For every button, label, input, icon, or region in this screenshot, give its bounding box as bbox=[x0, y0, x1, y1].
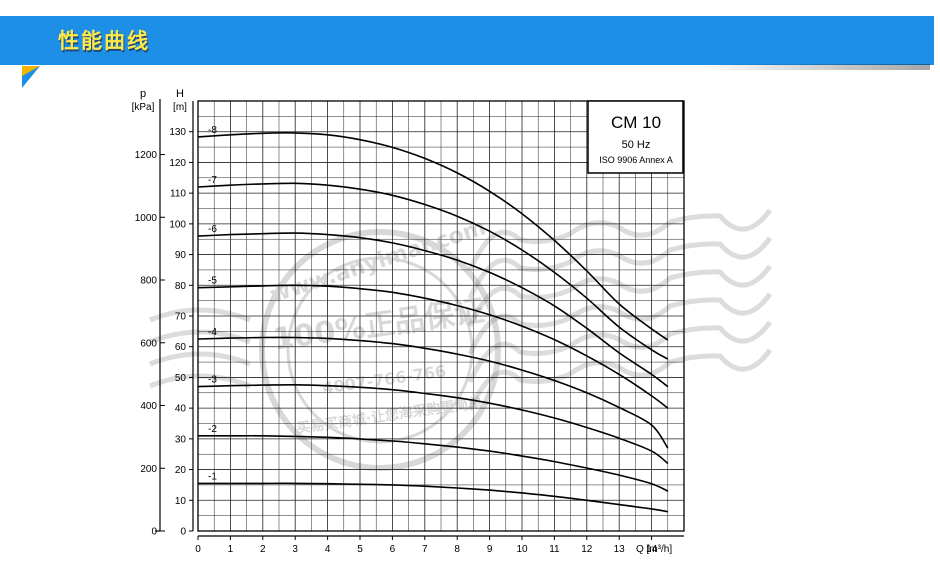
chart-tick-labels: 0 1 2 3 4 5 6 7 8 9 10 11 12 13 1401020304050607080901… bbox=[132, 88, 673, 555]
curve-stage-7 bbox=[197, 182, 669, 360]
watermark-wave bbox=[149, 373, 251, 389]
p-tick-label: 600 bbox=[140, 338, 157, 349]
h-tick-label: 50 bbox=[175, 373, 187, 384]
h-axis-unit: [m] bbox=[173, 102, 187, 113]
watermark-wave bbox=[149, 329, 251, 345]
watermark-inner-ring bbox=[286, 256, 474, 444]
watermark-slogan-text: 买易买商城·让您海采购更简单 bbox=[295, 394, 483, 437]
x-tick-label: 0 bbox=[195, 544, 201, 555]
curve-label: -8 bbox=[208, 125, 217, 136]
chart-legend-box: CM 10 50 Hz ISO 9906 Annex A bbox=[587, 100, 684, 174]
h-tick-label: 60 bbox=[175, 342, 187, 353]
h-tick-label: 20 bbox=[175, 465, 187, 476]
p-tick-label: 200 bbox=[140, 464, 157, 475]
x-tick-label: 9 bbox=[487, 544, 493, 555]
curve-label: -6 bbox=[208, 224, 217, 235]
x-tick-label: 4 bbox=[325, 544, 331, 555]
h-tick-label: 10 bbox=[175, 496, 187, 507]
curve-label: -7 bbox=[208, 175, 217, 186]
curve-stage-6 bbox=[197, 232, 669, 388]
curve-label: -5 bbox=[208, 276, 217, 287]
watermark-wave bbox=[467, 320, 773, 384]
h-tick-label: 120 bbox=[169, 158, 186, 169]
watermark-wave bbox=[467, 264, 773, 328]
watermark-wave bbox=[467, 348, 773, 412]
curve-label: -1 bbox=[208, 471, 217, 482]
h-axis-label: H bbox=[176, 88, 184, 100]
watermark-center-text: 100%正品保证 bbox=[271, 293, 486, 357]
legend-frequency: 50 Hz bbox=[622, 139, 651, 151]
x-tick-label: 7 bbox=[422, 544, 428, 555]
watermark-wave bbox=[467, 208, 773, 272]
x-tick-label: 11 bbox=[549, 544, 560, 555]
p-tick-label: 800 bbox=[140, 276, 157, 287]
x-tick-label: 3 bbox=[292, 544, 298, 555]
legend-model: CM 10 bbox=[611, 113, 661, 132]
x-tick-label: 14 bbox=[646, 544, 658, 555]
watermark-wave bbox=[149, 307, 251, 323]
x-tick-label: 12 bbox=[581, 544, 593, 555]
watermark-wave bbox=[467, 236, 773, 300]
h-tick-label: 40 bbox=[175, 404, 187, 415]
p-tick-label: 1000 bbox=[135, 213, 158, 224]
x-tick-label: 13 bbox=[614, 544, 626, 555]
curve-stage-2 bbox=[198, 434, 669, 492]
watermark-wave-lines bbox=[149, 208, 773, 412]
legend-standard: ISO 9906 Annex A bbox=[599, 155, 673, 165]
watermark-outer-ring bbox=[259, 229, 501, 471]
section-banner: 性能曲线 bbox=[0, 16, 934, 65]
h-tick-label: 30 bbox=[175, 434, 187, 445]
h-tick-label: 0 bbox=[180, 527, 186, 538]
x-tick-label: 2 bbox=[260, 544, 266, 555]
p-tick-label: 1200 bbox=[135, 150, 158, 161]
curve-stage-1 bbox=[198, 482, 668, 513]
x-tick-label: 6 bbox=[390, 544, 396, 555]
watermark-wave bbox=[149, 351, 251, 367]
p-tick-label: 400 bbox=[140, 401, 157, 412]
banner-fold-accent-icon bbox=[22, 66, 40, 76]
h-tick-label: 70 bbox=[175, 312, 187, 323]
curve-stage-3 bbox=[197, 383, 669, 465]
x-tick-label: 1 bbox=[228, 544, 234, 555]
x-axis-label: Q [m³/h] bbox=[636, 544, 672, 555]
h-tick-label: 80 bbox=[175, 281, 187, 292]
h-tick-label: 100 bbox=[169, 219, 186, 230]
legend-frame bbox=[587, 100, 684, 174]
curve-stage-8 bbox=[197, 132, 669, 341]
curve-label: -4 bbox=[208, 327, 217, 338]
h-tick-label: 90 bbox=[175, 250, 187, 261]
chart-curves: -1 -2 -3 -4 -5 -6 -7 -8 bbox=[197, 125, 669, 513]
banner-title: 性能曲线 bbox=[58, 29, 150, 53]
curve-stage-5 bbox=[197, 284, 669, 409]
p-axis-label: p bbox=[140, 88, 146, 100]
x-tick-label: 8 bbox=[454, 544, 460, 555]
curve-label: -2 bbox=[208, 424, 217, 435]
p-tick-label: 0 bbox=[151, 527, 157, 538]
curve-stage-4 bbox=[197, 336, 669, 449]
x-tick-label: 10 bbox=[516, 544, 528, 555]
watermark-phone-text: 4007-766-766 bbox=[321, 361, 447, 397]
banner-shadow bbox=[700, 64, 930, 70]
p-axis-unit: [kPa] bbox=[132, 102, 155, 113]
plot-frame bbox=[197, 100, 685, 532]
curve-label: -3 bbox=[208, 375, 217, 386]
watermark-wave bbox=[467, 292, 773, 356]
h-tick-label: 110 bbox=[170, 189, 186, 200]
x-tick-label: 5 bbox=[357, 544, 363, 555]
h-tick-label: 130 bbox=[169, 127, 186, 138]
